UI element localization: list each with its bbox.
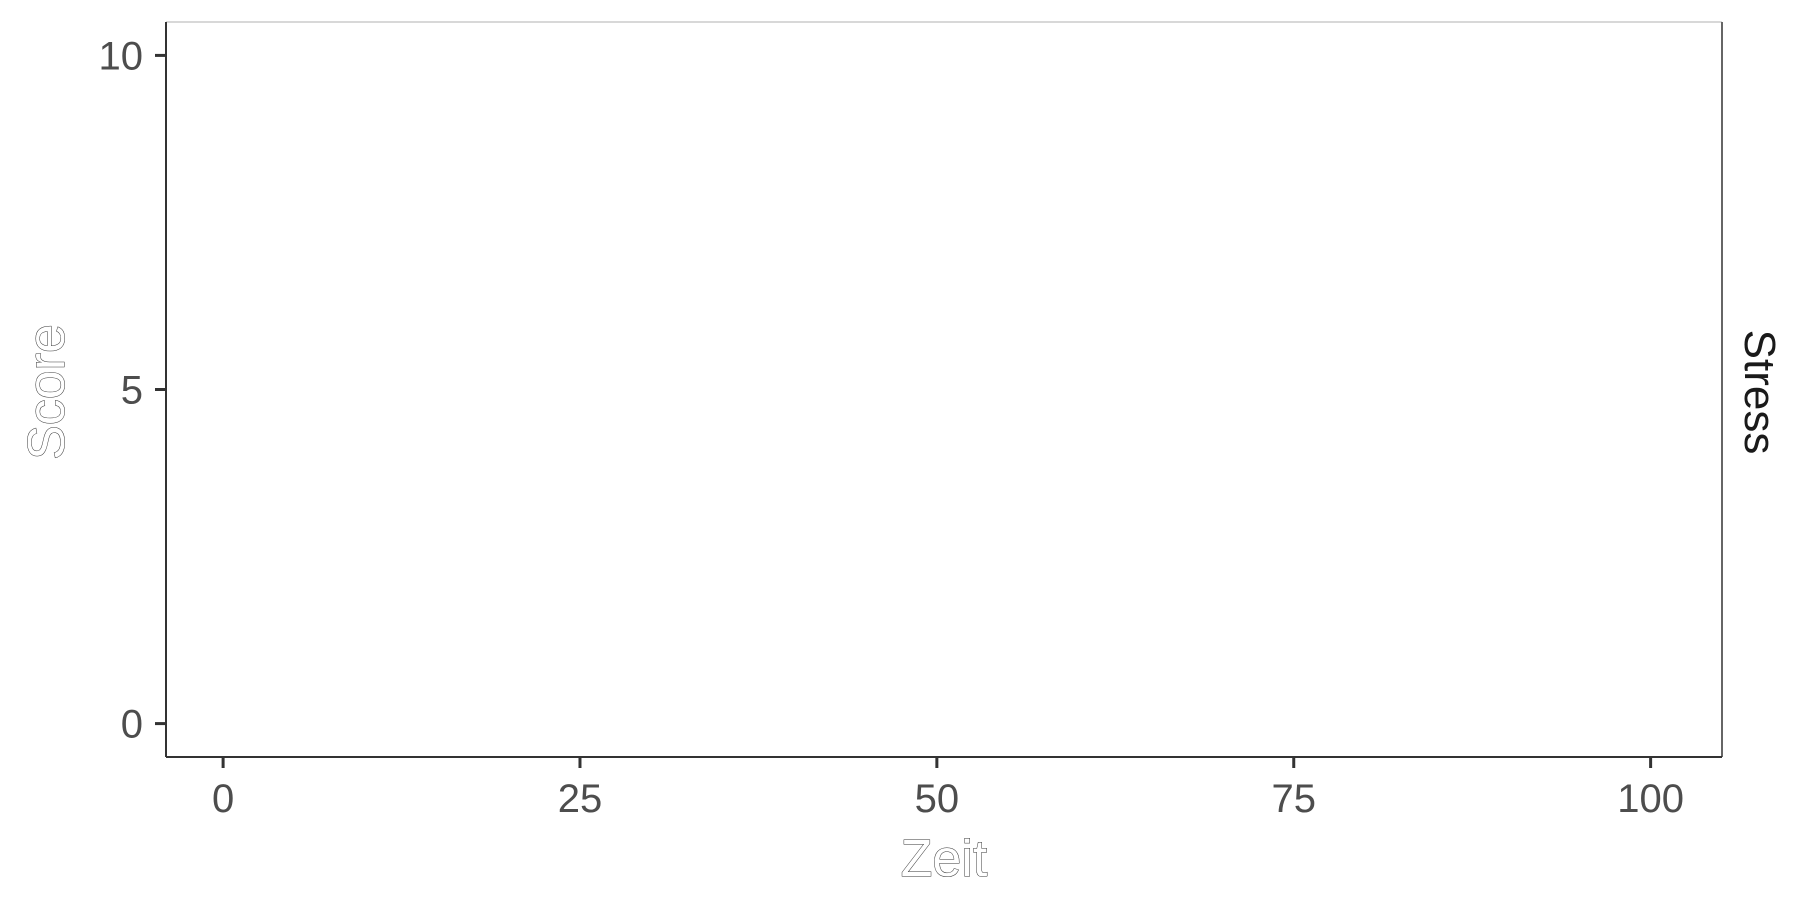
y-tick-label: 10 — [99, 34, 144, 78]
y-axis-title: Score — [18, 324, 76, 460]
x-axis: 0 25 50 75 100 — [212, 757, 1684, 821]
x-tick-label: 75 — [1271, 777, 1316, 821]
facet-strip-label: Stress — [1735, 330, 1784, 455]
x-axis-title: Zeit — [901, 830, 988, 888]
x-tick-label: 100 — [1617, 777, 1684, 821]
y-tick-label: 0 — [121, 703, 143, 747]
y-tick-label: 5 — [121, 369, 143, 413]
y-axis: 0 5 10 — [99, 34, 166, 747]
plot-panel-background — [166, 22, 1722, 757]
x-tick-label: 50 — [915, 777, 960, 821]
x-tick-label: 25 — [558, 777, 603, 821]
x-tick-label: 0 — [212, 777, 234, 821]
